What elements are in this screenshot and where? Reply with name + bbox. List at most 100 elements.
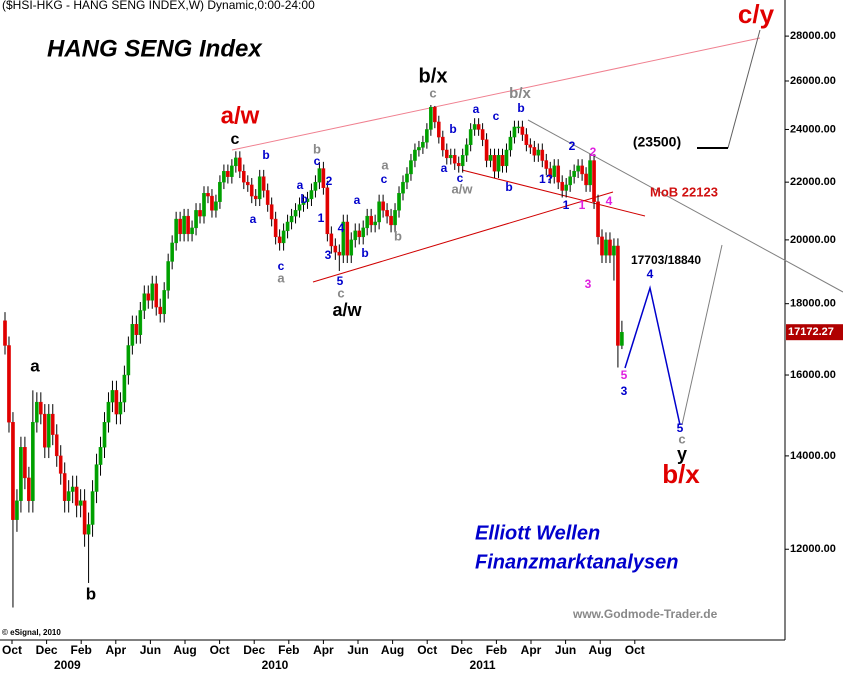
- candle-body: [285, 221, 290, 232]
- candle-body: [273, 218, 278, 238]
- candle-body: [544, 160, 549, 169]
- annotation: (23500): [633, 134, 681, 150]
- annotation: a: [30, 356, 40, 375]
- candle-body: [409, 160, 413, 175]
- candle-body: [444, 149, 449, 159]
- candle-body: [138, 310, 143, 335]
- candle-body: [616, 245, 620, 346]
- candle-body: [58, 455, 63, 474]
- candle-body: [54, 434, 59, 457]
- annotation: 5: [621, 368, 628, 382]
- annotation: b: [86, 584, 96, 603]
- candle-body: [214, 201, 218, 211]
- candle-body: [277, 236, 282, 244]
- annotation: c: [278, 259, 285, 273]
- projection-line: [727, 29, 761, 149]
- candle-body: [321, 168, 326, 188]
- x-tick-label: Dec: [451, 643, 473, 657]
- candle-body: [31, 422, 35, 501]
- candle-body: [245, 181, 250, 186]
- annotation: c: [337, 285, 344, 300]
- candle-body: [488, 155, 493, 161]
- candle-body: [572, 171, 576, 177]
- candle-body: [377, 201, 381, 223]
- candle-body: [620, 331, 624, 346]
- x-tick-label: Feb: [71, 643, 92, 657]
- candle-body: [329, 233, 334, 247]
- annotation: 17703/18840: [631, 253, 701, 267]
- y-tick-label: 18000.00: [790, 298, 836, 310]
- candle-body: [556, 165, 561, 183]
- annotation: b/x: [662, 459, 700, 489]
- candle-body: [600, 236, 604, 256]
- candle-body: [118, 401, 123, 415]
- candle-body: [309, 190, 314, 200]
- x-tick-label: Apr: [313, 643, 334, 657]
- chart-title: ($HSI-HKG - HANG SENG INDEX,W) Dynamic,0…: [2, 0, 315, 12]
- annotation: a/w: [221, 102, 260, 129]
- candle-body: [27, 477, 31, 501]
- candle-body: [11, 422, 15, 520]
- candle-body: [512, 126, 517, 138]
- candle-body: [608, 239, 612, 256]
- x-tick-label: Oct: [210, 643, 230, 657]
- annotation: b: [505, 180, 512, 194]
- candle-body: [66, 491, 71, 501]
- x-tick-label: Aug: [173, 643, 196, 657]
- x-tick-label: Jun: [140, 643, 161, 657]
- y-tick-label: 16000.00: [790, 369, 836, 381]
- candle-body: [524, 134, 529, 145]
- candle-body: [504, 149, 509, 167]
- candle-body: [19, 447, 23, 501]
- last-price-label: 17172.27: [788, 326, 834, 338]
- candle-body: [532, 147, 537, 156]
- candle-body: [162, 290, 167, 315]
- annotation: c: [493, 109, 500, 123]
- candle-body: [381, 201, 385, 211]
- candle-body: [46, 413, 51, 448]
- candle-body: [182, 215, 186, 235]
- annotation: c: [457, 171, 464, 185]
- annotation: Finanzmarktanalysen: [475, 551, 678, 573]
- annotation: b/x: [419, 65, 448, 87]
- candle-body: [393, 210, 397, 226]
- candle-body: [592, 160, 596, 202]
- annotation: 1: [563, 198, 570, 212]
- candle-body: [269, 204, 274, 220]
- candle-body: [114, 390, 119, 415]
- annotation: c: [231, 131, 240, 148]
- candle-body: [333, 245, 338, 253]
- annotation: 5: [337, 274, 344, 288]
- y-tick-label: 14000.00: [790, 450, 836, 462]
- annotation: c/y: [738, 0, 775, 29]
- candle-body: [500, 155, 505, 167]
- x-tick-label: Feb: [486, 643, 507, 657]
- candle-body: [281, 230, 286, 244]
- candle-body: [7, 345, 11, 423]
- annotation: c: [314, 154, 321, 168]
- annotation: 5: [677, 421, 684, 435]
- annotation: a: [277, 270, 285, 285]
- annotation: a: [381, 157, 389, 172]
- x-tick-label: Apr: [105, 643, 126, 657]
- candle-body: [70, 486, 75, 492]
- candle-body: [166, 261, 170, 291]
- candle-body: [604, 239, 608, 256]
- candle-body: [230, 165, 234, 177]
- x-tick-label: Feb: [278, 643, 299, 657]
- candle-body: [178, 218, 182, 235]
- candle-body: [480, 129, 485, 140]
- candle-body: [218, 181, 222, 202]
- candle-body: [170, 242, 174, 262]
- candle-body: [210, 195, 214, 211]
- candle-body: [369, 215, 373, 226]
- candle-body: [540, 149, 545, 161]
- candle-body: [23, 447, 27, 479]
- candle-body: [305, 198, 310, 202]
- y-tick-label: 28000.00: [790, 30, 836, 42]
- candle-body: [78, 500, 83, 506]
- annotation: c: [678, 431, 685, 446]
- y-tick-label: 22000.00: [790, 176, 836, 188]
- candle-body: [297, 204, 302, 211]
